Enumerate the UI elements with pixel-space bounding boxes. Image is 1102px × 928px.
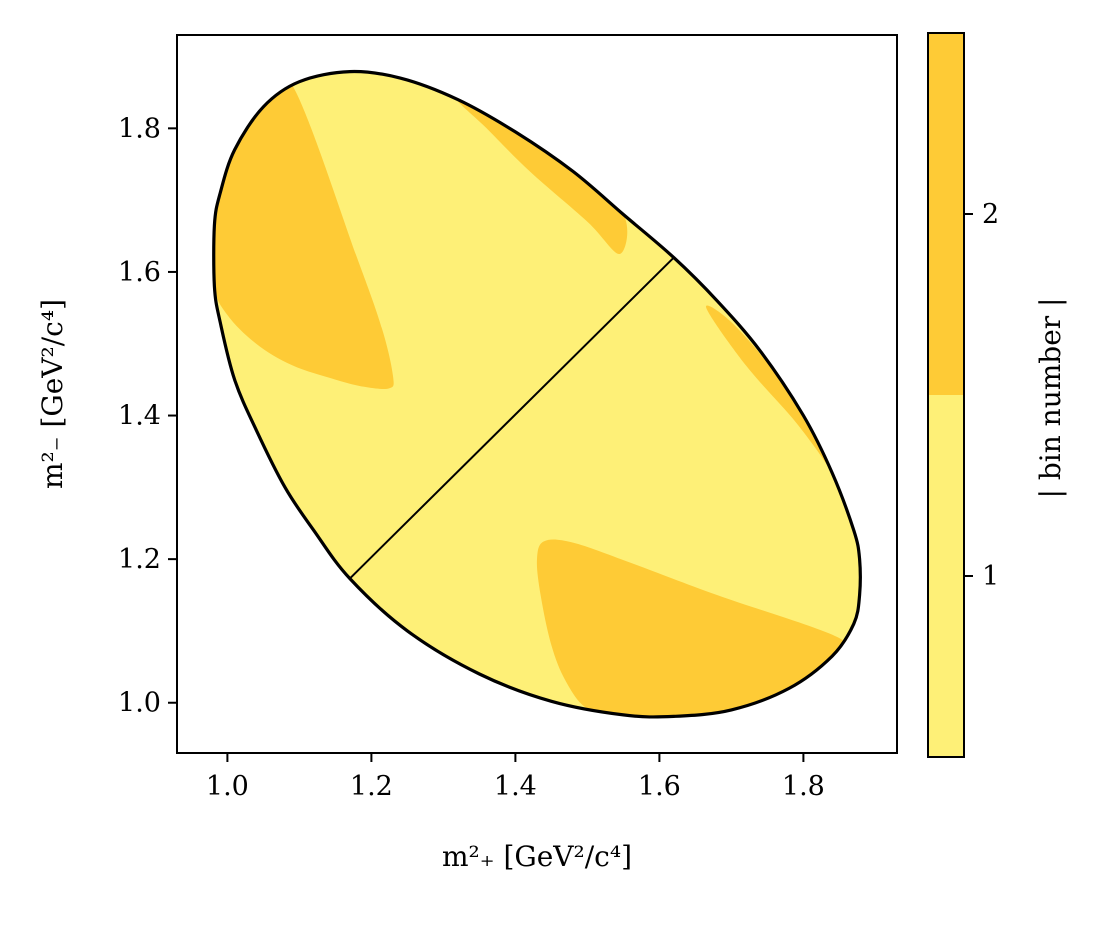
plot-area: 1.0 1.2 1.4 1.6 1.8 1.0 1.2 1.4 1.6 1.8 (118, 34, 898, 802)
colorbar-label: | bin number | (1034, 298, 1067, 499)
y-axis-label: m²₋ [GeV²/c⁴] (36, 299, 69, 489)
x-tick-label: 1.2 (350, 771, 393, 802)
colorbar-tick-label: 1 (982, 561, 999, 592)
x-tick-label: 1.6 (638, 771, 681, 802)
x-tick-label: 1.4 (494, 771, 537, 802)
bin-2-region-3 (457, 99, 628, 255)
y-tick-label: 1.0 (118, 688, 161, 719)
x-axis-label: m²₊ [GeV²/c⁴] (442, 840, 632, 873)
bin-2-region-2 (536, 539, 848, 717)
y-tick-label: 1.4 (118, 401, 161, 432)
bin-2-region-1 (213, 76, 394, 390)
bin-2-region-4 (705, 305, 841, 496)
colorbar-frame (927, 32, 965, 758)
dalitz-boundary (212, 69, 862, 719)
x-tick-label: 1.0 (206, 771, 249, 802)
x-tick-label: 1.8 (782, 771, 825, 802)
y-tick-label: 1.8 (118, 113, 161, 144)
colorbar-segment-bin-2 (928, 33, 964, 395)
y-tick-label: 1.2 (118, 544, 161, 575)
colorbar: 1 2 | bin number | (927, 32, 1067, 758)
symmetry-line (349, 256, 675, 580)
axes-frame (176, 34, 898, 754)
colorbar-tick-label: 2 (982, 199, 999, 230)
y-tick-label: 1.6 (118, 257, 161, 288)
colorbar-segment-bin-1 (928, 395, 964, 757)
